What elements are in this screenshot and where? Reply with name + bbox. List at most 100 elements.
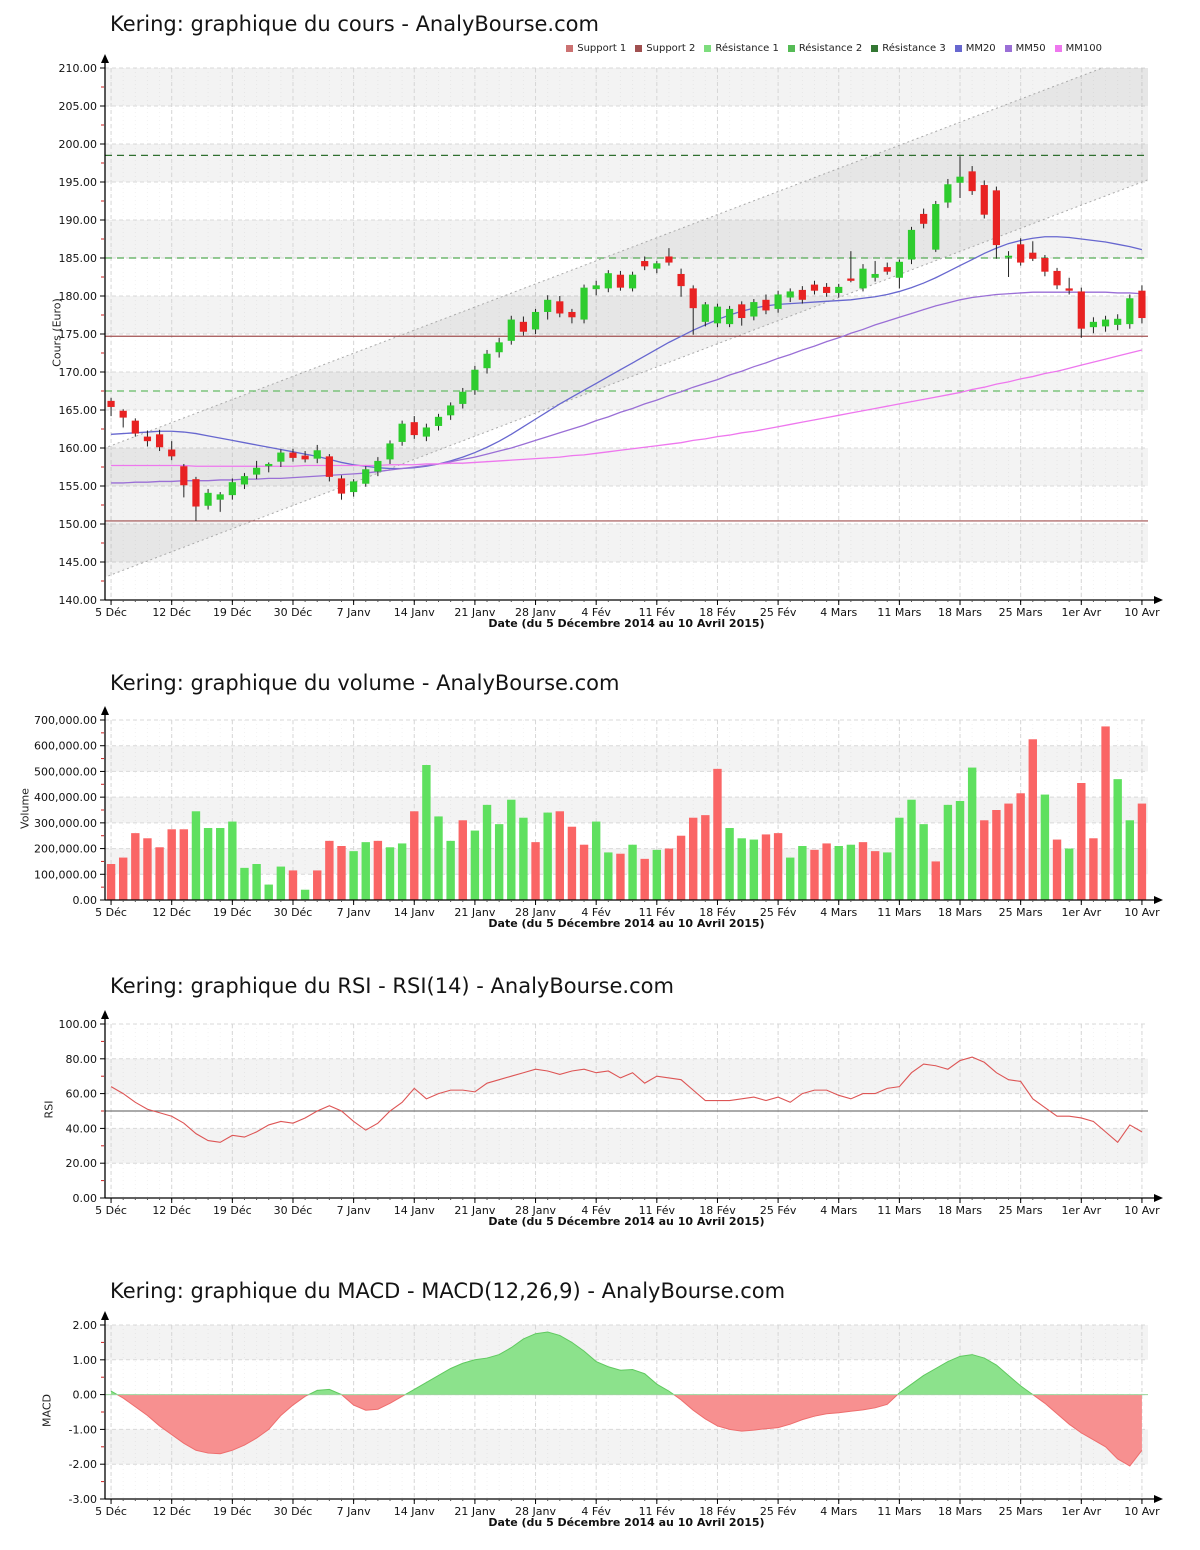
svg-text:1er Avr: 1er Avr	[1061, 1204, 1101, 1217]
volume-bars	[106, 726, 1147, 900]
svg-text:5 Déc: 5 Déc	[95, 1204, 127, 1217]
svg-text:10 Avr: 10 Avr	[1124, 1204, 1160, 1217]
svg-text:200,000.00: 200,000.00	[34, 843, 97, 856]
svg-text:12 Déc: 12 Déc	[152, 606, 191, 619]
x-axis-title-rsi: Date (du 5 Décembre 2014 au 10 Avril 201…	[488, 1215, 765, 1228]
svg-text:12 Déc: 12 Déc	[152, 1505, 191, 1518]
svg-text:18 Mars: 18 Mars	[938, 1204, 982, 1217]
svg-text:25 Mars: 25 Mars	[999, 1204, 1043, 1217]
trend-channel	[105, 68, 1148, 578]
svg-text:18 Fév: 18 Fév	[699, 1204, 736, 1217]
svg-text:0.00: 0.00	[73, 1192, 98, 1205]
svg-text:19 Déc: 19 Déc	[213, 1505, 252, 1518]
svg-text:200.00: 200.00	[59, 138, 98, 151]
svg-text:25 Mars: 25 Mars	[999, 606, 1043, 619]
svg-text:11 Mars: 11 Mars	[877, 1204, 921, 1217]
svg-text:30 Déc: 30 Déc	[274, 1204, 313, 1217]
svg-text:165.00: 165.00	[59, 404, 98, 417]
x-axis-arrow	[1154, 596, 1163, 604]
svg-text:19 Déc: 19 Déc	[213, 906, 252, 919]
macd-positive-area	[110, 1331, 1142, 1395]
y-axis-arrow	[101, 54, 109, 63]
legend: Support 1 Support 2 Résistance 1 Résistance…	[557, 43, 1102, 54]
svg-text:11 Mars: 11 Mars	[877, 606, 921, 619]
svg-text:11 Mars: 11 Mars	[877, 1505, 921, 1518]
legend-swatch	[635, 45, 643, 52]
svg-text:4 Mars: 4 Mars	[820, 1204, 857, 1217]
svg-text:18 Mars: 18 Mars	[938, 1505, 982, 1518]
svg-text:7 Janv: 7 Janv	[337, 606, 371, 619]
svg-text:4 Fév: 4 Fév	[581, 906, 611, 919]
svg-text:190.00: 190.00	[59, 214, 98, 227]
svg-text:500,000.00: 500,000.00	[34, 765, 97, 778]
legend-item: MM50	[1004, 43, 1046, 54]
svg-text:4 Fév: 4 Fév	[581, 1505, 611, 1518]
legend-item: Résistance 2	[787, 43, 863, 54]
svg-text:28 Janv: 28 Janv	[515, 1204, 556, 1217]
x-axis-arrow	[1154, 1194, 1163, 1202]
y-axis-arrow	[101, 1311, 109, 1320]
svg-text:14 Janv: 14 Janv	[394, 1505, 435, 1518]
svg-text:30 Déc: 30 Déc	[274, 1505, 313, 1518]
x-axis-arrow	[1154, 896, 1163, 904]
svg-text:30 Déc: 30 Déc	[274, 606, 313, 619]
svg-text:30 Déc: 30 Déc	[274, 906, 313, 919]
svg-text:12 Déc: 12 Déc	[152, 1204, 191, 1217]
svg-text:-1.00: -1.00	[69, 1423, 97, 1436]
svg-text:5 Déc: 5 Déc	[95, 906, 127, 919]
svg-text:18 Fév: 18 Fév	[699, 906, 736, 919]
svg-text:5 Déc: 5 Déc	[95, 606, 127, 619]
svg-text:11 Mars: 11 Mars	[877, 906, 921, 919]
legend-label: Résistance 1	[715, 43, 779, 54]
legend-swatch	[704, 45, 712, 52]
svg-text:-2.00: -2.00	[69, 1458, 97, 1471]
svg-text:185.00: 185.00	[59, 252, 98, 265]
svg-text:10 Avr: 10 Avr	[1124, 606, 1160, 619]
candles	[107, 156, 1146, 521]
svg-text:5 Déc: 5 Déc	[95, 1505, 127, 1518]
rsi-line	[110, 1056, 1143, 1144]
legend-label: MM100	[1065, 43, 1102, 54]
chart-title-cours: Kering: graphique du cours - AnalyBourse…	[110, 12, 599, 36]
legend-swatch	[787, 45, 795, 52]
legend-item: Support 2	[635, 43, 695, 54]
legend-swatch	[954, 45, 962, 52]
svg-text:700,000.00: 700,000.00	[34, 714, 97, 727]
svg-text:140.00: 140.00	[59, 594, 98, 607]
svg-text:-3.00: -3.00	[69, 1493, 97, 1506]
svg-text:170.00: 170.00	[59, 366, 98, 379]
svg-text:25 Mars: 25 Mars	[999, 1505, 1043, 1518]
svg-text:600,000.00: 600,000.00	[34, 740, 97, 753]
svg-text:11 Fév: 11 Fév	[639, 1505, 676, 1518]
legend-label: Résistance 3	[882, 43, 946, 54]
svg-text:4 Mars: 4 Mars	[820, 906, 857, 919]
legend-item: MM20	[954, 43, 996, 54]
svg-text:160.00: 160.00	[59, 442, 98, 455]
svg-text:150.00: 150.00	[59, 518, 98, 531]
svg-text:1er Avr: 1er Avr	[1061, 1505, 1101, 1518]
svg-text:80.00: 80.00	[66, 1053, 98, 1066]
svg-text:4 Mars: 4 Mars	[820, 1505, 857, 1518]
svg-text:10 Avr: 10 Avr	[1124, 906, 1160, 919]
legend-label: MM20	[965, 43, 996, 54]
svg-text:40.00: 40.00	[66, 1122, 98, 1135]
legend-item: Résistance 1	[704, 43, 779, 54]
macd-negative-area	[111, 1394, 1143, 1467]
svg-text:300,000.00: 300,000.00	[34, 817, 97, 830]
svg-text:20.00: 20.00	[66, 1157, 98, 1170]
svg-text:14 Janv: 14 Janv	[394, 606, 435, 619]
legend-label: Résistance 2	[798, 43, 863, 54]
legend-item: Support 1	[566, 43, 626, 54]
chart-volume: 0.00 100,000.00 200,000.00 300,000.00 400,00…	[34, 706, 1163, 919]
chart-cours: 140.00 145.00 150.00 155.00 160.00 165.00 170.…	[59, 54, 1163, 619]
svg-text:0.00: 0.00	[73, 894, 98, 907]
svg-text:18 Mars: 18 Mars	[938, 906, 982, 919]
svg-text:210.00: 210.00	[59, 62, 98, 75]
svg-text:175.00: 175.00	[59, 328, 98, 341]
svg-text:7 Janv: 7 Janv	[337, 1505, 371, 1518]
svg-text:0.00: 0.00	[73, 1389, 98, 1402]
legend-swatch	[1004, 45, 1012, 52]
svg-text:11 Fév: 11 Fév	[639, 606, 676, 619]
svg-text:21 Janv: 21 Janv	[454, 1204, 495, 1217]
